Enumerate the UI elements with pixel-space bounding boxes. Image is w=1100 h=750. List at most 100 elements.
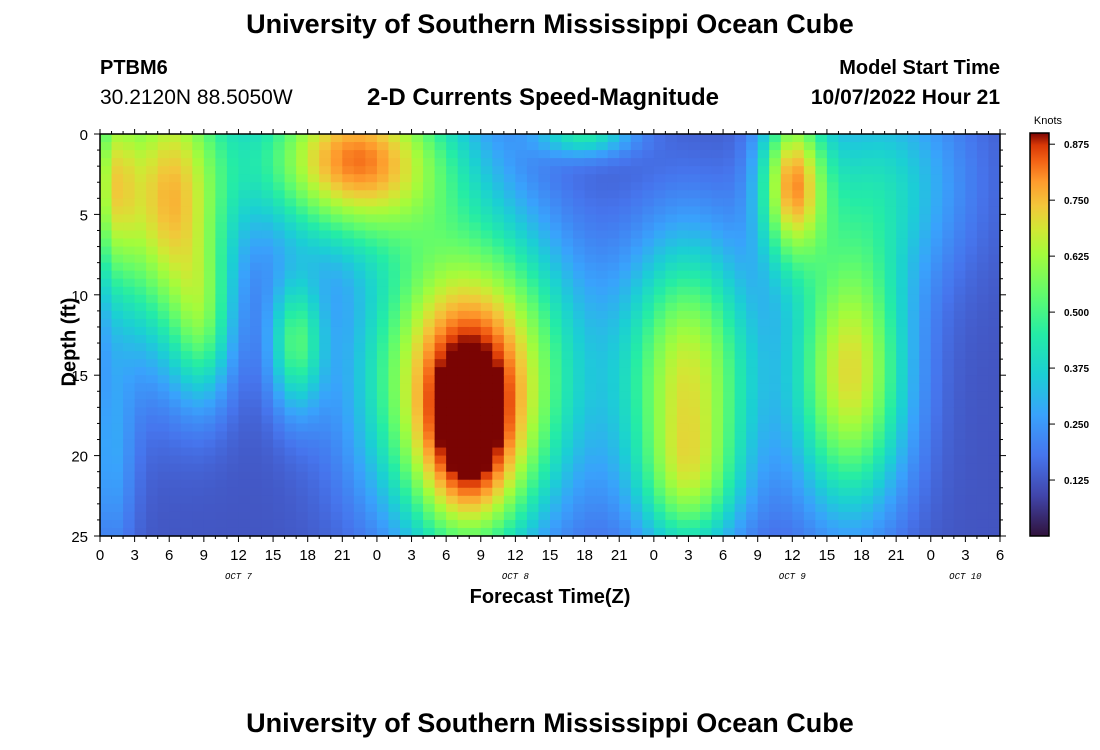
heatmap-cell [803,294,816,304]
heatmap-cell [561,351,574,360]
heatmap-cell [676,198,690,207]
heatmap-cell [919,463,932,473]
heatmap-cell [261,455,274,465]
heatmap-cell [596,174,609,183]
heatmap-cell [734,455,747,465]
heatmap-cell [953,150,966,159]
heatmap-cell [561,479,574,489]
x-tick-label: 21 [334,547,351,564]
heatmap-cell [134,423,147,433]
heatmap-cell [919,399,932,408]
heatmap-cell [526,302,540,312]
heatmap-cell [319,310,332,320]
heatmap-cell [919,190,932,199]
heatmap-cell [353,503,366,513]
heatmap-cell [423,206,436,215]
heatmap-cell [284,351,297,360]
heatmap-cell [123,439,136,449]
heatmap-cell [850,431,863,441]
heatmap-cell [226,158,240,167]
heatmap-cell [342,351,355,360]
heatmap-cell [896,318,909,328]
heatmap-cell [861,391,874,400]
heatmap-cell [711,310,724,320]
heatmap-cell [319,367,332,376]
heatmap-cell [111,214,124,224]
heatmap-cell [630,318,643,328]
heatmap-cell [965,246,978,256]
heatmap-cell [434,471,447,481]
heatmap-cell [803,198,816,207]
heatmap-cell [850,318,863,328]
heatmap-cell [919,455,932,465]
heatmap-cell [826,222,840,232]
heatmap-cell [503,399,516,408]
heatmap-cell [792,182,805,191]
heatmap-cell [965,359,978,368]
heatmap-cell [953,455,966,465]
heatmap-cell [630,254,643,264]
heatmap-cell [838,230,851,240]
heatmap-cell [700,511,713,521]
heatmap-cell [538,407,551,416]
heatmap-cell [284,310,297,320]
heatmap-cell [584,351,597,360]
heatmap-cell [688,158,701,167]
heatmap-cell [123,359,136,368]
heatmap-cell [353,407,366,416]
heatmap-cell [942,294,955,304]
heatmap-cell [434,351,447,360]
heatmap-cell [111,367,124,376]
heatmap-cell [538,463,551,473]
heatmap-cell [746,407,759,416]
heatmap-cell [250,471,263,481]
heatmap-cell [446,222,459,232]
heatmap-cell [146,286,159,296]
heatmap-cell [238,230,251,240]
heatmap-cell [215,174,228,183]
heatmap-cell [757,182,770,191]
heatmap-cell [861,367,874,376]
heatmap-cell [711,278,724,288]
heatmap-cell [365,455,378,465]
heatmap-cell [723,278,736,288]
heatmap-cell [365,294,378,304]
heatmap-cell [434,463,447,473]
heatmap-cell [884,278,897,288]
heatmap-cell [873,503,886,513]
heatmap-cell [965,254,978,264]
heatmap-cell [676,318,690,328]
heatmap-cell [826,278,840,288]
heatmap-cell [180,238,193,248]
heatmap-cell [169,375,182,384]
heatmap-cell [803,166,816,175]
heatmap-cell [550,302,563,312]
heatmap-cell [942,142,955,151]
heatmap-cell [365,270,378,280]
heatmap-cell [803,278,816,288]
heatmap-cell [757,463,770,473]
heatmap-cell [284,182,297,191]
heatmap-cell [769,487,782,497]
heatmap-cell [965,286,978,296]
heatmap-cell [550,318,563,328]
heatmap-cell [711,399,724,408]
heatmap-cell [400,431,413,441]
heatmap-cell [203,335,216,344]
heatmap-cell [411,134,424,143]
heatmap-cell [561,367,574,376]
heatmap-cell [469,222,482,232]
heatmap-cell [653,351,666,360]
heatmap-cell [700,198,713,207]
heatmap-cell [584,343,597,352]
heatmap-cell [400,415,413,425]
heatmap-cell [446,383,459,392]
heatmap-cell [157,463,170,473]
heatmap-cell [596,359,609,368]
heatmap-cell [757,527,770,537]
heatmap-cell [192,222,205,232]
heatmap-cell [642,318,655,328]
heatmap-cell [665,238,678,248]
heatmap-cell [815,238,828,248]
heatmap-cell [180,198,193,207]
